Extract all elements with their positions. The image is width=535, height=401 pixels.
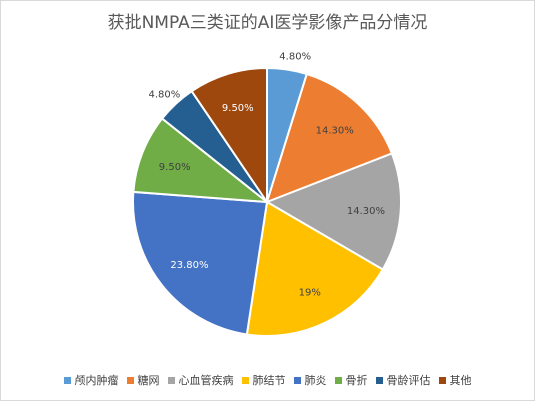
pie-slice [265, 72, 394, 204]
legend-item: 肺炎 [293, 372, 327, 388]
legend-swatch [375, 376, 383, 384]
legend-label: 心血管疾病 [178, 374, 234, 387]
legend-item: 肺结节 [241, 372, 286, 388]
pie-slice [132, 190, 269, 336]
legend-swatch [126, 376, 134, 384]
legend-label: 颅内肿瘤 [74, 374, 119, 387]
legend-label: 骨折 [345, 374, 368, 387]
data-label: 9.50% [222, 103, 254, 114]
chart-legend: 颅内肿瘤 糖网 心血管疾病 肺结节 肺炎 骨折 骨龄评估 其他 [0, 372, 535, 388]
data-label: 19% [299, 288, 321, 299]
legend-item: 糖网 [126, 372, 160, 388]
data-label: 4.80% [279, 52, 311, 63]
legend-label: 肺炎 [304, 374, 327, 387]
legend-item: 骨龄评估 [375, 372, 431, 388]
data-label: 9.50% [159, 162, 191, 173]
legend-label: 其他 [449, 374, 472, 387]
data-label: 14.30% [347, 206, 385, 217]
legend-label: 肺结节 [252, 374, 286, 387]
pie-slice [132, 117, 271, 204]
data-label: 23.80% [170, 260, 208, 271]
legend-item: 其他 [438, 372, 472, 388]
legend-swatch [241, 376, 249, 384]
legend-swatch [63, 376, 71, 384]
legend-swatch [167, 376, 175, 384]
legend-item: 心血管疾病 [167, 372, 234, 388]
chart-title: 获批NMPA三类证的AI医学影像产品分情况 [107, 13, 428, 33]
legend-swatch [334, 376, 342, 384]
legend-item: 颅内肿瘤 [63, 372, 119, 388]
legend-item: 骨折 [334, 372, 368, 388]
legend-label: 糖网 [137, 374, 160, 387]
data-label: 14.30% [316, 126, 354, 137]
legend-label: 骨龄评估 [386, 374, 431, 387]
pie-slice [245, 200, 385, 337]
pie-slice [190, 66, 268, 206]
legend-swatch [293, 376, 301, 384]
legend-swatch [438, 376, 446, 384]
data-label: 4.80% [149, 90, 181, 101]
pie-slice [264, 152, 402, 271]
